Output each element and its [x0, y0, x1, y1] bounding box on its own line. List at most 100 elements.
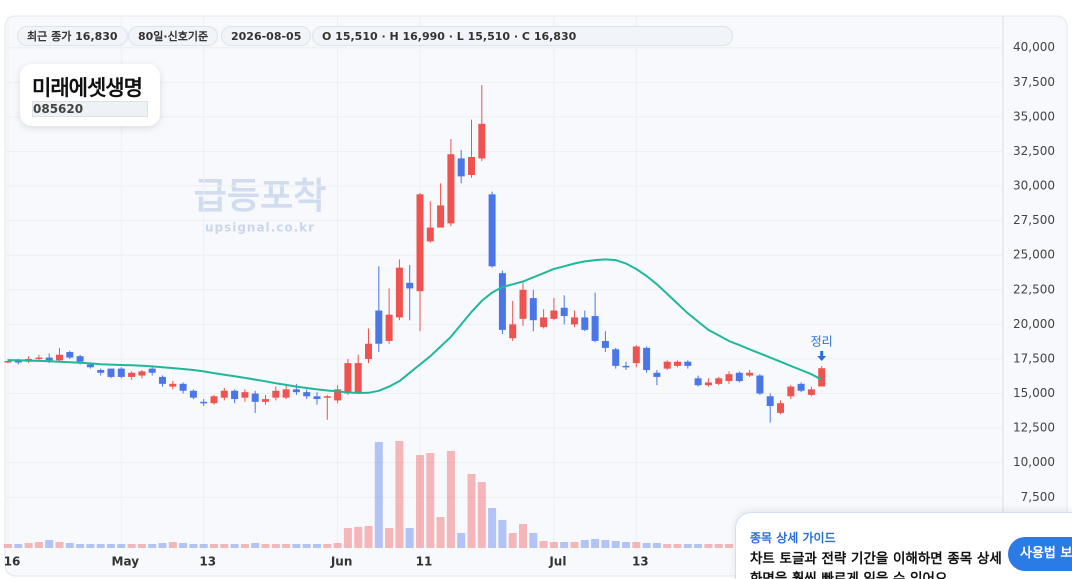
volume-bar — [416, 455, 424, 548]
y-tick-label: 40,000 — [1013, 40, 1055, 54]
period-pill: 80일·신호기준 — [128, 26, 219, 46]
candle-body — [498, 273, 506, 330]
candle-body — [406, 282, 414, 289]
volume-bar — [405, 528, 414, 548]
candle-body — [632, 346, 640, 364]
candle-body — [550, 310, 558, 319]
candle-body — [818, 368, 826, 387]
candle-body — [735, 372, 743, 382]
volume-bar — [663, 544, 672, 548]
y-tick-label: 10,000 — [1013, 455, 1055, 469]
candle-body — [344, 363, 352, 394]
volume-bar — [601, 540, 610, 548]
volume-bar — [302, 544, 311, 548]
volume-bar — [168, 542, 177, 548]
x-tick-label: Jul — [548, 555, 566, 569]
candle-body — [303, 392, 311, 397]
volume-bar — [652, 543, 661, 548]
candle-body — [262, 399, 269, 402]
volume-bar — [570, 542, 579, 548]
volume-bar — [426, 453, 435, 548]
volume-bar — [65, 543, 74, 548]
y-tick-label: 30,000 — [1013, 179, 1055, 193]
volume-bar — [86, 544, 95, 548]
volume-bar — [127, 544, 136, 548]
volume-bar — [323, 544, 332, 548]
annotation: 정리 — [811, 334, 833, 348]
candle-body — [395, 267, 403, 318]
volume-bar — [704, 544, 713, 548]
candle-body — [189, 390, 197, 398]
candle-body — [76, 356, 84, 362]
y-tick-label: 7,500 — [1021, 490, 1055, 504]
y-tick-label: 25,000 — [1013, 248, 1055, 262]
x-tick-label: 16 — [4, 555, 21, 569]
volume-bar — [395, 441, 404, 548]
candle-body — [220, 390, 228, 398]
volume-bar — [189, 544, 198, 548]
volume-bar — [467, 474, 476, 548]
volume-bar — [385, 528, 394, 548]
volume-bar — [343, 528, 352, 548]
volume-bar — [55, 542, 64, 548]
candle-body — [385, 314, 393, 341]
candle-body — [128, 372, 136, 377]
candle-body — [756, 375, 764, 394]
volume-bar — [96, 544, 105, 548]
candle-body — [684, 361, 692, 366]
volume-bar — [45, 540, 54, 548]
candle-body — [612, 349, 620, 366]
volume-bar — [313, 544, 321, 548]
volume-bar — [694, 544, 703, 548]
volume-bar — [76, 544, 85, 548]
volume-bar — [632, 542, 641, 548]
volume-bar — [374, 442, 383, 548]
candle-body — [715, 378, 723, 384]
x-tick-label: Jun — [330, 555, 353, 569]
candle-body — [694, 378, 702, 386]
candle-body — [746, 372, 754, 376]
candle-body — [86, 364, 94, 368]
volume-bar — [14, 544, 23, 548]
candle-body — [622, 365, 630, 368]
candle-body — [159, 376, 166, 384]
y-tick-label: 32,500 — [1013, 144, 1055, 158]
volume-bar — [725, 544, 733, 548]
guide-line: 차트 토글과 전략 기간을 이해하면 종목 상세 — [750, 551, 1002, 567]
candle-body — [653, 372, 661, 377]
volume-bar — [148, 544, 157, 548]
stock-code: 085620 — [32, 101, 148, 117]
volume-bar — [292, 544, 301, 548]
stock-name: 미래에셋생명 — [32, 76, 143, 100]
guide-button[interactable]: 사용법 보기 — [1008, 537, 1072, 571]
y-tick-label: 12,500 — [1013, 421, 1055, 435]
volume-bar — [508, 533, 517, 548]
candle-body — [807, 389, 815, 395]
candle-body — [447, 154, 455, 224]
candle-body — [4, 361, 12, 363]
y-tick-label: 35,000 — [1013, 109, 1055, 123]
annotation-arrow — [817, 350, 827, 361]
y-tick-label: 20,000 — [1013, 317, 1055, 331]
candle-body — [334, 389, 342, 401]
volume-bar — [519, 524, 527, 548]
volume-bar — [261, 544, 270, 548]
candle-body — [478, 123, 486, 159]
candle-body — [797, 383, 805, 391]
candle-body — [282, 389, 290, 398]
volume-bar — [591, 539, 600, 548]
candle-body — [457, 158, 465, 177]
volume-bar — [271, 544, 280, 548]
volume-bar — [364, 526, 373, 548]
ma-line — [7, 258, 823, 395]
candle-body — [14, 361, 22, 363]
ohlc-pill: O 15,510 · H 16,990 · L 15,510 · C 16,83… — [312, 26, 733, 46]
candle-body — [272, 390, 280, 398]
volume-bar — [199, 544, 208, 548]
y-tick-label: 15,000 — [1013, 386, 1055, 400]
volume-bar — [611, 541, 620, 548]
candle-body — [138, 371, 146, 376]
watermark-title: 급등포착 — [194, 176, 326, 217]
candle-body — [210, 396, 218, 404]
